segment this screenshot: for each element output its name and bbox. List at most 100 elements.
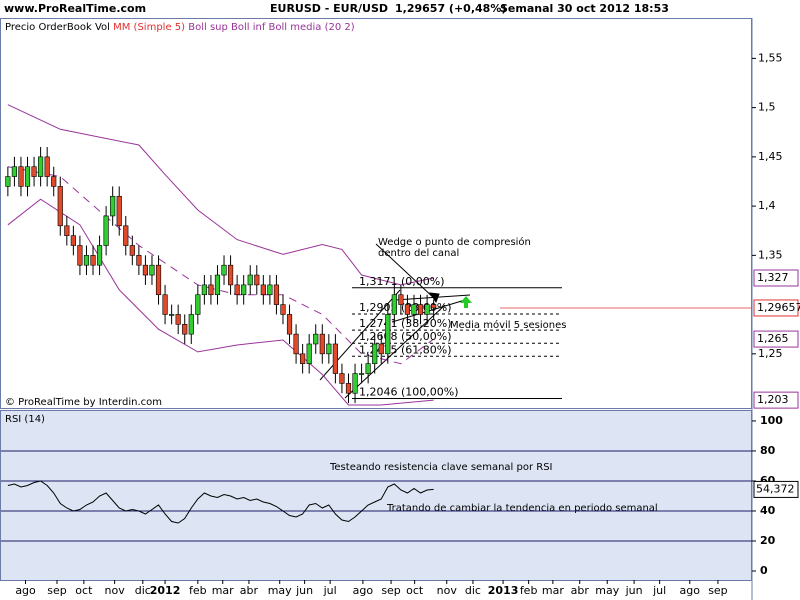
candle-body [358,373,365,375]
legend-bands: Boll sup Boll inf Boll media (20 2) [188,22,355,33]
annotation: dentro del canal [378,248,459,259]
candle-body [319,333,325,355]
annotation: Tratando de cambiar la tendencia en peri… [386,503,658,514]
value-box [753,480,799,498]
candle-body [162,294,168,315]
x-tick-label: ago [15,584,36,597]
x-tick-label: abr [571,584,590,597]
candle-body [188,314,194,335]
candle-body [149,264,155,276]
rsi-title: RSI (14) [5,414,45,425]
y-tick-label: 1,25 [758,347,783,360]
x-tick-label: nov [437,584,458,597]
candle-body [18,166,24,187]
fib-label: 1,3171 (0,00%) [359,275,445,288]
site-name: www.ProRealTime.com [4,2,146,15]
annotation: Testeando resistencia clave semanal por … [329,462,553,473]
x-tick-label: feb [189,584,207,597]
candle-body [11,166,18,177]
candle-body [31,166,37,177]
x-tick-label: oct [406,584,424,597]
x-tick-label: mar [542,584,564,597]
value-box [753,269,799,287]
candle-body [300,353,306,364]
rsi-line [7,480,434,524]
candle-body [332,343,338,374]
y-tick-label: 20 [760,534,776,547]
candle-body [214,274,221,296]
rsi-panel [0,410,752,581]
x-tick-label: mar [212,584,234,597]
x-tick-label: sep [47,584,66,597]
candle-body [175,314,181,325]
candle-body [293,333,299,355]
candle-body [195,294,201,315]
arrow [375,243,437,301]
candle-body [77,245,83,266]
candle-body [51,176,57,187]
candle-body [96,245,103,266]
instrument: EURUSD - EUR/USD [270,2,388,15]
fib-label: 1,2608 (50,00%) [359,330,452,343]
candle-body [155,264,162,296]
value-box-label: 1,265 [757,332,789,345]
candle-body [90,255,96,266]
candle-body [169,314,175,316]
candle-body [142,264,149,276]
candle-body [365,363,371,374]
legend: Precio OrderBook Vol MM (Simple 5) Boll … [5,22,355,33]
candle-body [129,245,135,256]
candle-body [391,294,397,315]
annotation: Media móvil 5 sesiones [450,319,566,331]
candle-body [83,255,90,266]
candle-body [385,314,391,355]
quote: 1,29657 (+0,48%) [395,2,506,15]
y-tick-label: 1,55 [758,51,783,64]
period: Semanal 30 oct 2012 18:53 [500,2,669,15]
value-box-label: 54,372 [756,482,795,495]
candle-body [123,225,129,246]
y-tick-label: 100 [760,414,783,427]
candle-body [103,215,109,246]
candle-body [267,284,273,296]
candle-body [404,304,411,315]
candle-body [5,176,11,187]
value-box [753,299,799,317]
candle-body [254,274,260,286]
candle-body [398,294,404,305]
value-box-label: 1,203 [757,393,789,406]
legend-ma: MM (Simple 5) [113,22,185,33]
candle-body [280,304,286,315]
x-tick-label: jun [295,584,313,597]
y-tick-label: 1,35 [758,248,783,261]
candle-body [411,304,417,315]
copyright: © ProRealTime by Interdin.com [5,397,162,408]
band-line [7,198,434,406]
candle-body [24,166,31,187]
candle-body [208,284,214,296]
y-tick-label: 0 [760,564,768,577]
candle-body [38,156,44,177]
x-tick-label: sep [708,584,727,597]
x-tick-label: abr [240,584,259,597]
x-tick-label: jun [625,584,643,597]
candle-body [64,225,70,236]
candle-body [313,333,319,345]
candle-body [110,195,116,217]
candle-body [306,343,312,364]
candle-body [345,383,352,394]
x-tick-label: sep [381,584,400,597]
value-box-label: 1,327 [757,271,789,284]
candle-body [116,195,122,227]
candle-body [201,284,207,296]
candle-body [286,314,293,335]
candle-body [227,264,234,286]
band-line [7,104,434,286]
candle-body [431,304,437,309]
y-tick-label: 40 [760,504,776,517]
fib-label: 1,2741 (38,20%) [359,317,452,330]
candle-body [241,284,247,296]
candle-body [247,274,253,286]
candle-body [339,373,345,384]
